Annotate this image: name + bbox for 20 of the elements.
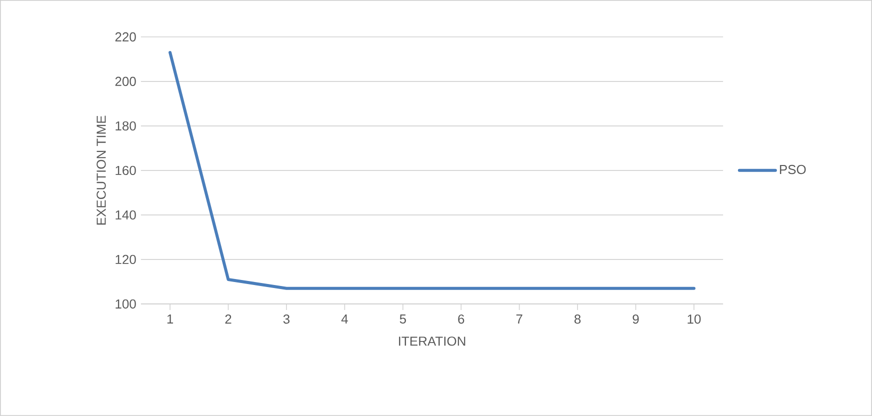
y-axis-title: EXECUTION TIME	[96, 116, 106, 225]
x-tick-label: 6	[458, 314, 464, 324]
y-tick-label: 180	[116, 121, 136, 131]
x-tick-label: 1	[167, 314, 174, 324]
x-tick-label: 3	[283, 314, 290, 324]
legend-label: PSO	[780, 164, 806, 174]
y-tick-label: 220	[115, 32, 136, 42]
y-tick-label: 200	[115, 76, 136, 86]
x-tick-label: 9	[632, 314, 639, 324]
x-tick-label: 5	[400, 314, 406, 324]
x-tick-label: 8	[574, 314, 581, 324]
x-axis-title: ITERATION	[399, 336, 466, 346]
y-tick-label: 100	[116, 299, 136, 309]
y-tick-label: 140	[116, 210, 136, 220]
y-tick-label: 120	[116, 254, 136, 264]
x-tick-label: 4	[341, 314, 348, 324]
x-tick-label: 10	[688, 314, 701, 324]
x-tick-label: 2	[225, 314, 232, 324]
x-tick-label: 7	[516, 314, 522, 324]
y-tick-label: 160	[116, 166, 136, 176]
